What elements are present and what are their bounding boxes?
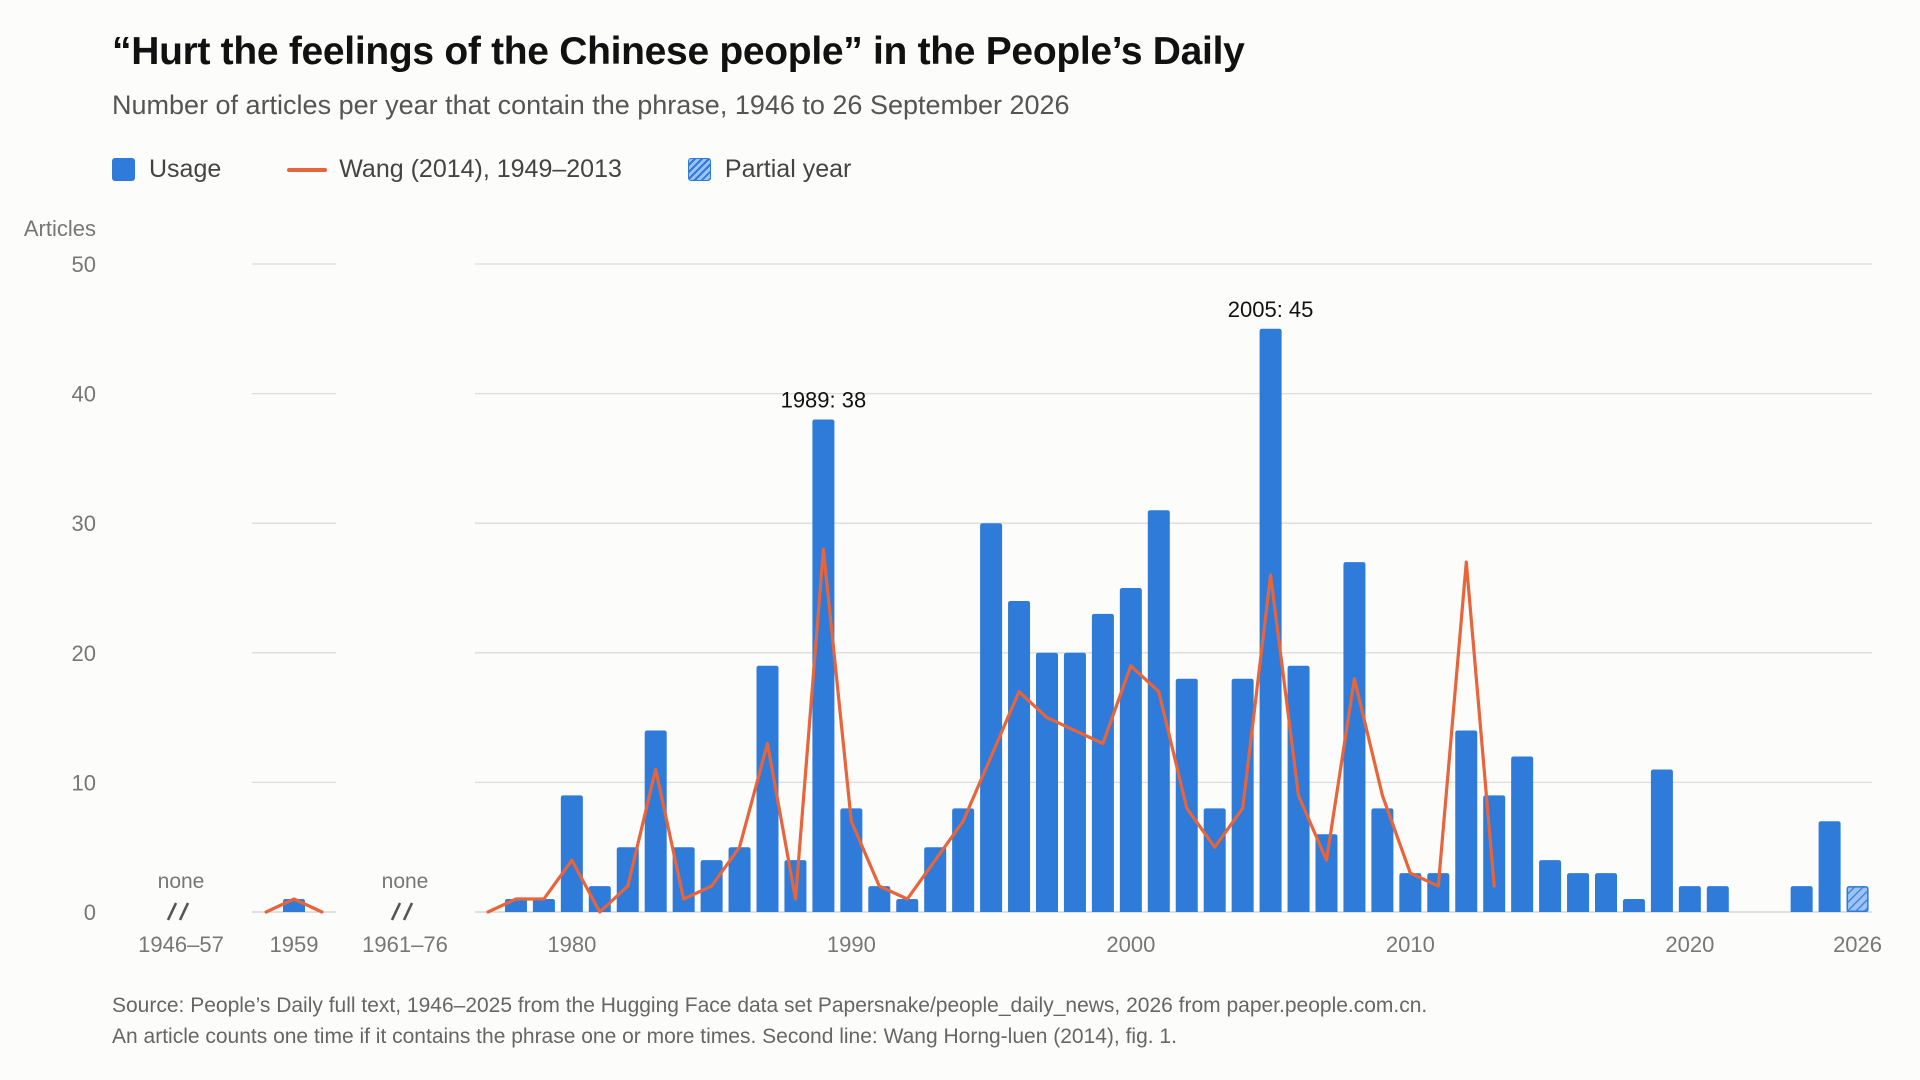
bar [756,665,779,912]
annotation-label: 2005: 45 [1228,297,1314,322]
axis-break-mark [178,902,190,921]
bar [1315,834,1338,912]
bar [1706,886,1729,912]
bar [980,523,1003,912]
bar [1203,808,1226,912]
y-tick-label: 50 [72,252,96,277]
footer-note: An article counts one time if it contain… [112,1025,1177,1048]
bar [1399,873,1422,912]
axis-break-mark [402,902,414,921]
bar [1063,652,1086,912]
series-line-wang [486,547,1496,914]
x-tick-label: 2020 [1665,932,1714,957]
legend-label-usage: Usage [149,155,222,183]
bar [1175,678,1198,912]
legend-swatch-wang [287,167,328,172]
legend-swatch-usage [112,158,135,181]
axis-break-mark [390,902,402,921]
x-tick-label: 1961–76 [362,932,448,957]
bar [1622,899,1645,912]
bar [1595,873,1617,912]
y-tick-label: 0 [84,900,96,925]
legend-swatch-partial [687,158,711,181]
bar [1147,510,1170,912]
footer-source: Source: People’s Daily full text, 1946–2… [112,994,1428,1017]
x-tick-label: 2000 [1106,932,1155,957]
legend-item-partial: Partial year [687,155,852,184]
bar [1371,808,1394,912]
bar-partial-year [1846,886,1869,912]
bar [812,419,835,912]
x-tick-label: 2026 [1833,932,1882,957]
bar [644,730,667,912]
bar [1259,328,1282,912]
legend: Usage Wang (2014), 1949–2013 Partial yea… [112,155,917,184]
footer: Source: People’s Daily full text, 1946–2… [112,990,1427,1052]
legend-item-usage: Usage [112,155,221,184]
bar [896,899,919,912]
bar [924,847,947,912]
y-tick-label: 10 [72,770,96,795]
bar [1818,821,1841,912]
annotation-label: 1989: 38 [781,388,867,413]
none-label: none [382,870,429,893]
bar [952,808,975,912]
bar-partial-outline [1846,886,1869,913]
bar-chart: 0 10 20 30 40 50 Articles none none 1946–57 1959 19… [24,216,1882,957]
y-axis-label: Articles [24,216,96,241]
axis-break-mark [166,902,178,921]
chart-title: “Hurt the feelings of the Chinese people… [112,30,1245,73]
legend-label-wang: Wang (2014), 1949–2013 [339,155,622,183]
x-tick-label: 1990 [827,932,876,957]
y-tick-label: 40 [72,382,96,407]
y-tick-label: 20 [72,641,96,666]
none-label: none [158,870,205,893]
chart-subtitle: Number of articles per year that contain… [112,90,1070,120]
y-tick-label: 30 [72,511,96,536]
bar [1539,860,1562,912]
legend-label-partial: Partial year [724,155,852,183]
bar [560,795,583,912]
x-tick-label: 2010 [1386,932,1435,957]
bar [1650,769,1673,912]
bar [1036,652,1058,912]
bar [1119,588,1142,912]
x-tick-label: 1980 [547,932,596,957]
bar [1790,886,1813,912]
bar [1455,730,1478,912]
bar [868,886,891,912]
bar [728,847,751,912]
bar [1343,562,1366,912]
bar [1678,886,1701,912]
bar [1091,613,1114,912]
x-tick-label: 1959 [270,932,319,957]
series-line-wang [264,897,324,914]
bar [1008,600,1031,912]
legend-item-wang: Wang (2014), 1949–2013 [287,155,622,184]
x-tick-label: 1946–57 [138,932,224,957]
bar [1567,873,1590,912]
bar [1511,756,1534,912]
bar [532,899,555,912]
